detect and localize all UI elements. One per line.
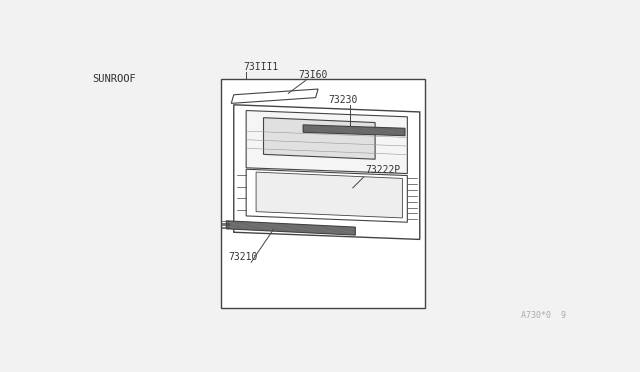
Polygon shape bbox=[246, 169, 408, 222]
Polygon shape bbox=[264, 118, 375, 159]
Polygon shape bbox=[234, 105, 420, 240]
Polygon shape bbox=[303, 125, 405, 136]
Text: 73230: 73230 bbox=[328, 95, 357, 105]
Text: SUNROOF: SUNROOF bbox=[92, 74, 136, 84]
Text: 73222P: 73222P bbox=[365, 165, 401, 175]
Text: 73I60: 73I60 bbox=[298, 70, 328, 80]
Text: A730*0  9: A730*0 9 bbox=[521, 311, 566, 320]
Text: 73III1: 73III1 bbox=[244, 62, 279, 72]
Polygon shape bbox=[246, 110, 408, 173]
Polygon shape bbox=[256, 172, 403, 218]
Text: 73210: 73210 bbox=[229, 252, 258, 262]
Polygon shape bbox=[231, 89, 318, 103]
Bar bbox=[221, 79, 425, 308]
Polygon shape bbox=[227, 221, 355, 235]
